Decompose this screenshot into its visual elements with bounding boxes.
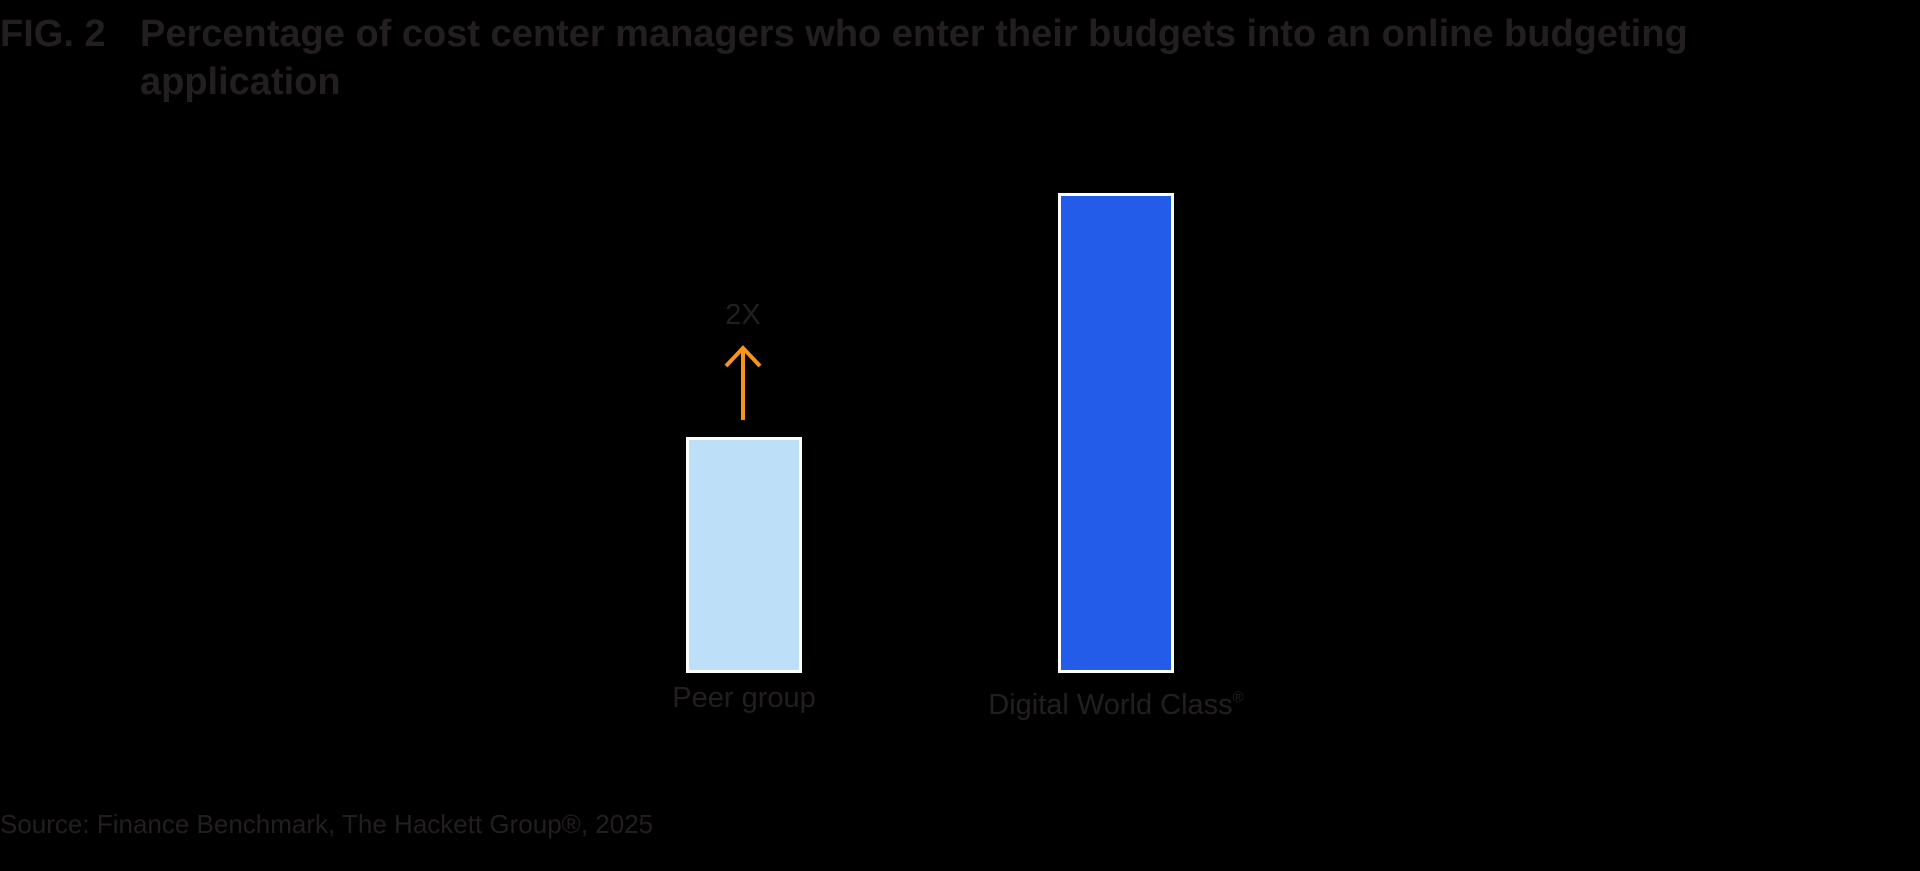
category-label-peer-group: Peer group — [672, 680, 816, 716]
registered-mark: ® — [1232, 689, 1244, 706]
up-arrow-icon — [724, 345, 762, 420]
dwc-label-text: Digital World Class — [988, 689, 1233, 721]
figure-title-text: Percentage of cost center managers who e… — [140, 13, 1688, 103]
peer-group-label-text: Peer group — [672, 682, 816, 714]
bar-digital-world-class — [1058, 193, 1174, 673]
category-label-digital-world-class: Digital World Class® — [988, 680, 1243, 723]
figure-title: FIG. 2 Percentage of cost center manager… — [0, 10, 1900, 106]
figure-number: FIG. 2 — [0, 13, 106, 55]
multiplier-annotation: 2X — [725, 299, 761, 331]
bar-peer-group — [686, 437, 802, 673]
source-note: Source: Finance Benchmark, The Hackett G… — [0, 809, 654, 839]
